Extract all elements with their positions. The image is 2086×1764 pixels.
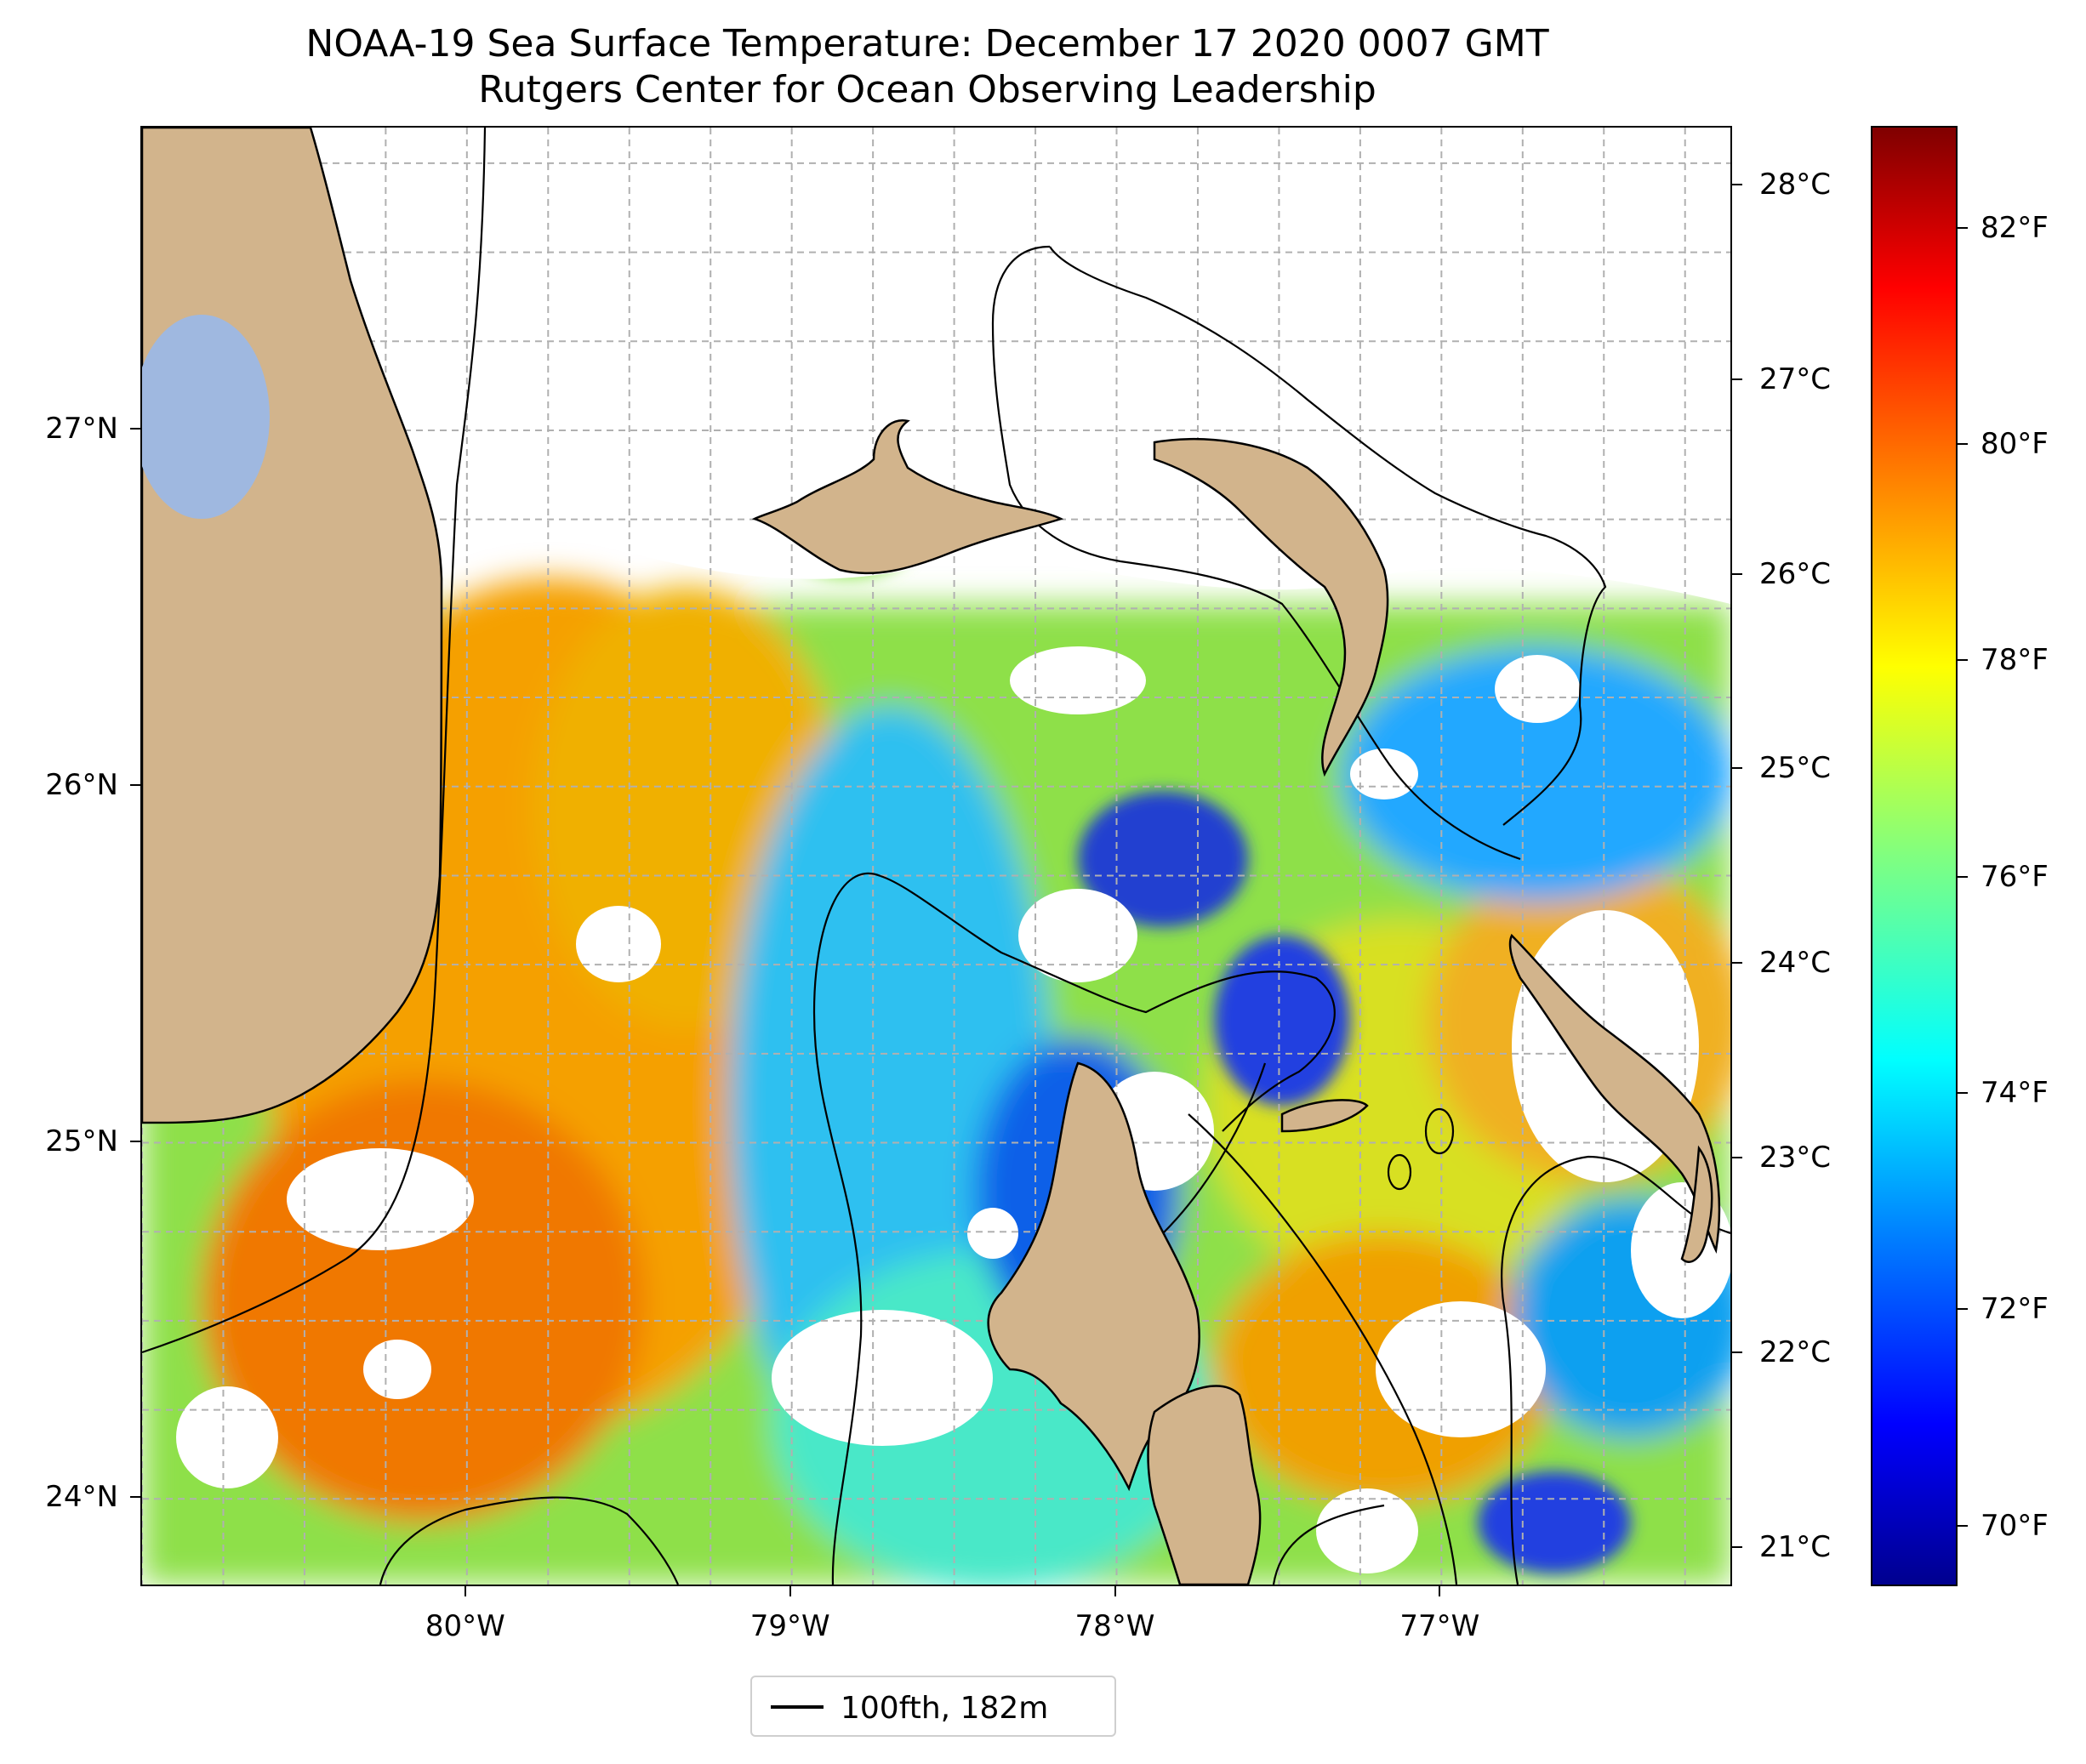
axis-tick bbox=[1732, 1546, 1742, 1549]
axis-tick bbox=[1958, 442, 1968, 445]
axis-tick bbox=[1958, 659, 1968, 662]
figure-subtitle: Rutgers Center for Ocean Observing Leade… bbox=[478, 68, 1376, 111]
cat-island bbox=[1680, 1145, 1713, 1263]
sst-map bbox=[140, 126, 1732, 1586]
lon-tick-label: 77°W bbox=[1399, 1609, 1480, 1643]
axis-tick bbox=[464, 1586, 466, 1596]
axis-tick bbox=[1958, 875, 1968, 878]
axis-tick bbox=[789, 1586, 791, 1596]
celsius-tick-label: 28°C bbox=[1759, 167, 1832, 202]
lon-tick-label: 79°W bbox=[749, 1609, 830, 1643]
axis-tick bbox=[1732, 572, 1742, 575]
axis-tick bbox=[1958, 1524, 1968, 1527]
celsius-tick-label: 27°C bbox=[1759, 361, 1832, 396]
lon-tick-label: 78°W bbox=[1074, 1609, 1155, 1643]
temperature-colorbar bbox=[1871, 126, 1958, 1586]
axis-tick bbox=[1732, 962, 1742, 965]
celsius-tick-label: 26°C bbox=[1759, 556, 1832, 591]
celsius-tick-label: 23°C bbox=[1759, 1141, 1832, 1175]
fahrenheit-tick-label: 76°F bbox=[1981, 859, 2049, 894]
lat-tick-label: 26°N bbox=[45, 767, 118, 802]
andros-south bbox=[1147, 1385, 1262, 1585]
axis-tick bbox=[1732, 1351, 1742, 1354]
axis-tick bbox=[130, 783, 140, 786]
fahrenheit-tick-label: 82°F bbox=[1981, 210, 2049, 245]
fahrenheit-tick-label: 78°F bbox=[1981, 643, 2049, 678]
andros-island bbox=[987, 1061, 1200, 1492]
axis-tick bbox=[1958, 1092, 1968, 1095]
figure-title: NOAA-19 Sea Surface Temperature: Decembe… bbox=[305, 22, 1549, 65]
legend-label: 100fth, 182m bbox=[841, 1691, 1049, 1726]
axis-tick bbox=[1732, 767, 1742, 770]
axis-tick bbox=[1732, 183, 1742, 185]
celsius-tick-label: 24°C bbox=[1759, 946, 1832, 981]
axis-tick bbox=[1439, 1586, 1441, 1596]
celsius-tick-label: 25°C bbox=[1759, 751, 1832, 786]
map-legend: 100fth, 182m bbox=[750, 1676, 1116, 1737]
axis-tick bbox=[1958, 226, 1968, 229]
fahrenheit-tick-label: 80°F bbox=[1981, 426, 2049, 461]
depth-contours-100fth bbox=[142, 128, 1730, 1585]
axis-tick bbox=[130, 427, 140, 430]
grand-bahama bbox=[751, 418, 1064, 575]
new-providence bbox=[1280, 1099, 1369, 1133]
landmass bbox=[142, 128, 1721, 1585]
fahrenheit-tick-label: 72°F bbox=[1981, 1292, 2049, 1327]
fahrenheit-tick-label: 74°F bbox=[1981, 1076, 2049, 1111]
axis-tick bbox=[130, 1496, 140, 1499]
axis-tick bbox=[130, 1140, 140, 1142]
celsius-tick-label: 21°C bbox=[1759, 1530, 1832, 1565]
axis-tick bbox=[1732, 378, 1742, 380]
lake-okeechobee bbox=[142, 315, 270, 519]
fahrenheit-tick-label: 70°F bbox=[1981, 1508, 2049, 1543]
lat-tick-label: 27°N bbox=[45, 411, 118, 446]
lon-tick-label: 80°W bbox=[425, 1609, 505, 1643]
abaco-islands bbox=[1153, 438, 1389, 777]
eleuthera bbox=[1508, 933, 1721, 1255]
axis-tick bbox=[1114, 1586, 1116, 1596]
axis-tick bbox=[1958, 1308, 1968, 1311]
lat-tick-label: 24°N bbox=[45, 1480, 118, 1515]
celsius-tick-label: 22°C bbox=[1759, 1335, 1832, 1370]
lat-tick-label: 25°N bbox=[45, 1124, 118, 1158]
axis-tick bbox=[1732, 1157, 1742, 1159]
legend-line-swatch bbox=[771, 1705, 824, 1709]
